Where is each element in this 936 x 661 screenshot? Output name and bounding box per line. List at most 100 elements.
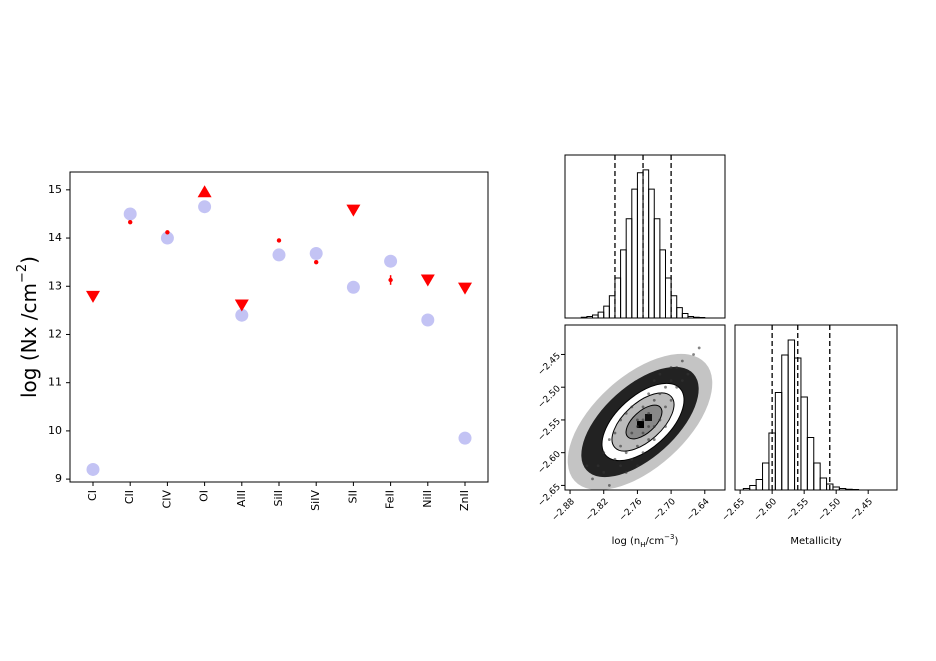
sample-point (636, 444, 639, 448)
limit-marker (458, 282, 472, 295)
x-tick-label: CI (86, 490, 99, 501)
x-tick-label: −2.55 (784, 497, 811, 524)
sample-point (664, 405, 667, 409)
sample-point (636, 418, 639, 422)
x-tick-label: −2.45 (848, 497, 875, 524)
sample-point (641, 451, 645, 455)
x-tick-label: CII (123, 490, 136, 504)
y-tick-label: 14 (48, 231, 62, 244)
histogram-bin (603, 305, 610, 318)
sample-point (686, 372, 690, 376)
sample-point (669, 398, 673, 402)
histogram-bin (648, 188, 655, 318)
sample-point (675, 366, 679, 369)
histogram-bin (800, 396, 808, 490)
y-tick-label: −2.50 (536, 384, 563, 411)
y-axis-label: log (Nx /cm−2) (15, 256, 41, 398)
sample-point (596, 464, 600, 468)
sample-point (647, 438, 651, 441)
histogram-bin (781, 354, 789, 490)
x-tick-label: −2.64 (685, 497, 712, 524)
marker (235, 308, 249, 322)
marker (346, 280, 360, 294)
sample-point (641, 431, 645, 435)
label-part: −2 (15, 264, 30, 283)
label-part: /cm (646, 536, 665, 547)
sample-point (652, 398, 656, 402)
x-tick-label: SiIV (309, 490, 322, 511)
sample-point (647, 425, 651, 428)
histogram-bin (614, 277, 622, 318)
x-tick-label: −2.65 (720, 497, 747, 524)
histogram-bin (681, 313, 689, 318)
y-tick-label: 13 (48, 279, 62, 292)
histogram-bin (749, 485, 757, 490)
x-tick-label: AlII (235, 490, 248, 507)
histogram-bin (774, 392, 783, 490)
sample-point (652, 425, 656, 428)
x-tick-label: SiII (272, 490, 285, 507)
limit-marker (197, 185, 212, 198)
histogram-bin (625, 218, 633, 318)
histogram-bin (608, 295, 616, 318)
x-axis-label: Metallicity (790, 536, 841, 547)
sample-point (619, 444, 622, 448)
label-part: H (640, 541, 645, 549)
marker (86, 462, 100, 476)
sample-point (641, 405, 645, 409)
histogram-bin (659, 249, 666, 318)
histogram-bin (620, 249, 627, 318)
y-tick-label: 9 (55, 472, 62, 485)
sample-point (619, 418, 622, 422)
sample-point (636, 425, 639, 428)
y-tick-label: 10 (48, 424, 62, 437)
limit-marker (346, 204, 361, 217)
marker (276, 238, 282, 243)
label-part: log (Nx /cm (17, 283, 41, 398)
x-tick-label: −2.50 (816, 497, 843, 524)
sample-point (607, 484, 611, 487)
marker (314, 259, 319, 265)
sample-point (619, 464, 622, 468)
sample-point (630, 457, 634, 461)
y-tick-label: −2.65 (536, 482, 563, 509)
marker (128, 219, 133, 225)
histogram-bin (670, 295, 678, 318)
marker (388, 277, 393, 283)
histogram-bin (806, 437, 815, 490)
sample-point (641, 418, 645, 422)
histogram-bin (819, 477, 828, 490)
marker (309, 246, 323, 260)
sample-point (669, 379, 673, 383)
histogram-bin (676, 307, 683, 318)
sample-point (692, 353, 695, 356)
x-tick-label: SII (346, 490, 359, 503)
label-part: log (n (612, 536, 641, 547)
sample-point (680, 379, 684, 383)
histogram-bin (755, 479, 764, 490)
sample-point (624, 470, 628, 474)
sample-point (647, 411, 651, 415)
sample-point (675, 385, 679, 389)
sample-point (636, 464, 639, 468)
histogram-bin (664, 277, 672, 318)
marker (272, 248, 286, 262)
marker (160, 231, 174, 245)
sample-point (585, 464, 589, 468)
axes-frame (564, 324, 726, 491)
y-tick-label: −2.60 (536, 449, 563, 476)
label-part: ) (674, 536, 678, 547)
histogram-bin (636, 172, 644, 318)
sample-point (664, 385, 667, 389)
limit-marker (420, 274, 435, 287)
sample-point (697, 346, 701, 350)
limit-marker (86, 290, 100, 303)
y-tick-label: −2.55 (536, 417, 563, 444)
density-peak (645, 414, 652, 421)
marker (165, 230, 170, 235)
x-tick-label: −2.76 (618, 497, 645, 524)
x-tick-label: −2.60 (752, 497, 779, 524)
sample-point (652, 438, 656, 441)
y-tick-label: 11 (48, 376, 62, 389)
